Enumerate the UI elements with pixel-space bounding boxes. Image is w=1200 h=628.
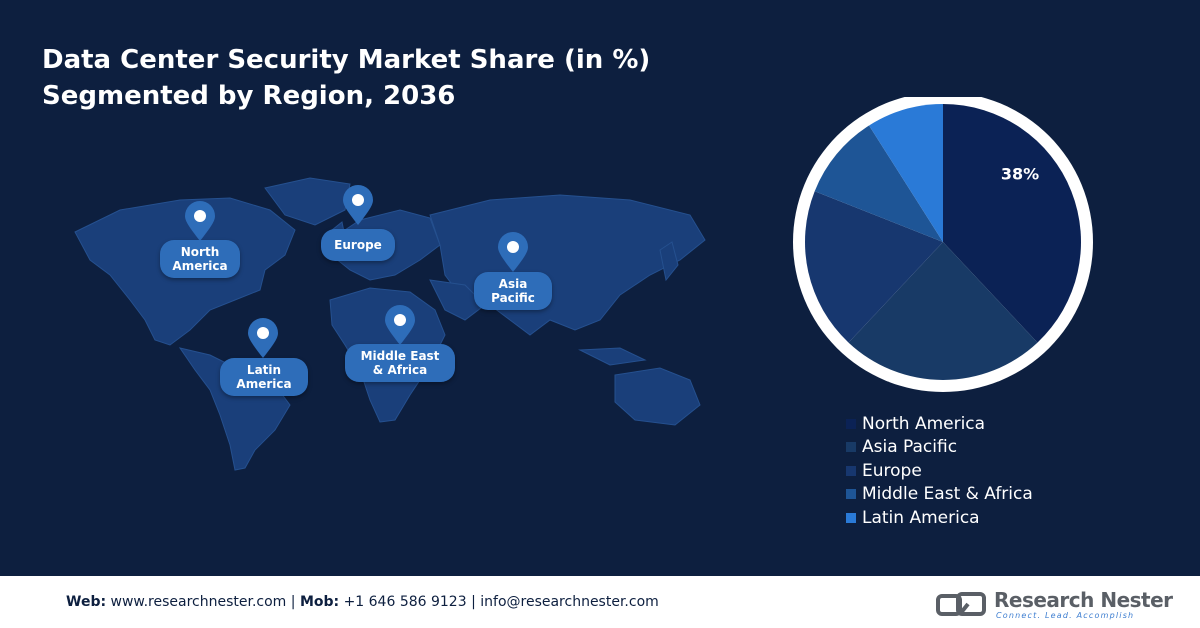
legend-swatch (846, 418, 856, 429)
web-link[interactable]: www.researchnester.com (110, 594, 287, 610)
pie-slice-middle-east-africa (814, 125, 943, 242)
legend-label: Europe (862, 460, 922, 481)
middle-east-africa-label-line2: & Africa (372, 363, 428, 377)
latin-america-label-line2: America (236, 377, 292, 391)
pie-slice-asia-pacific (848, 242, 1038, 380)
legend-swatch (846, 442, 856, 453)
legend-item-north-america: North America (846, 412, 1033, 436)
europe-pin-icon (343, 185, 373, 225)
chart-title: Data Center Security Market Share (in %)… (42, 42, 650, 114)
legend-swatch (846, 465, 856, 476)
contact-info: Web: www.researchnester.com | Mob: +1 64… (66, 594, 659, 610)
map-australia (614, 367, 701, 426)
legend-item-asia-pacific: Asia Pacific (846, 436, 1033, 460)
phone-number[interactable]: +1 646 586 9123 (343, 594, 467, 610)
latin-america-pin-icon (248, 318, 278, 358)
legend-item-latin-america: Latin America (846, 506, 1033, 530)
pie-data-label-north-america: 38% (1001, 165, 1039, 184)
pie-slice-europe (805, 191, 943, 343)
legend-label: Asia Pacific (862, 437, 958, 458)
pie-chart-svg: 38% (793, 92, 1093, 392)
mob-label: Mob: (299, 594, 340, 610)
north-america-label-line2: America (172, 259, 228, 273)
title-line-1: Data Center Security Market Share (in %) (42, 45, 651, 75)
north-america-label: North America (160, 240, 240, 278)
middle-east-africa-label: Middle East & Africa (345, 344, 455, 382)
web-label: Web: (66, 594, 107, 610)
map-indonesia (578, 347, 647, 366)
pie-slice-north-america (943, 104, 1081, 343)
logo-name: Research Nester (994, 588, 1173, 612)
middle-east-africa-label-line1: Middle East (360, 349, 440, 363)
legend-swatch (846, 512, 856, 523)
asia-pacific-label-line2: Pacific (491, 291, 535, 305)
asia-pacific-label-line1: Asia (498, 277, 528, 291)
europe-label-line1: Europe (334, 238, 382, 252)
legend-label: Middle East & Africa (862, 484, 1033, 505)
research-nester-logo: Research Nester Connect. Lead. Accomplis… (936, 588, 1173, 622)
north-america-label-line1: North (180, 245, 220, 259)
asia-pacific-label: Asia Pacific (474, 272, 552, 310)
map-middle-east (429, 279, 486, 321)
legend-swatch (846, 489, 856, 500)
latin-america-label-line1: Latin (246, 363, 282, 377)
pie-slice-latin-america (869, 104, 943, 242)
email-link[interactable]: info@researchnester.com (480, 594, 659, 610)
footer-bar: Web: www.researchnester.com | Mob: +1 64… (0, 576, 1200, 628)
title-line-2: Segmented by Region, 2036 (42, 81, 456, 111)
map-japan (659, 241, 679, 282)
legend-item-europe: Europe (846, 459, 1033, 483)
north-america-pin-icon (185, 201, 215, 241)
map-greenland (264, 177, 351, 226)
legend-item-middle-east-africa: Middle East & Africa (846, 483, 1033, 507)
legend-label: North America (862, 413, 986, 434)
separator: | (290, 594, 296, 610)
asia-pacific-pin-icon (498, 232, 528, 272)
logo-tagline: Connect. Lead. Accomplish (996, 611, 1135, 620)
europe-label: Europe (321, 229, 395, 261)
middle-east-africa-pin-icon (385, 305, 415, 345)
separator: | (471, 594, 476, 610)
chart-legend: North America Asia Pacific Europe Middle… (846, 412, 1033, 530)
latin-america-label: Latin America (220, 358, 308, 396)
legend-label: Latin America (862, 507, 980, 528)
pie-chart: 38% (768, 92, 1118, 397)
logo-mark-icon (936, 592, 986, 616)
